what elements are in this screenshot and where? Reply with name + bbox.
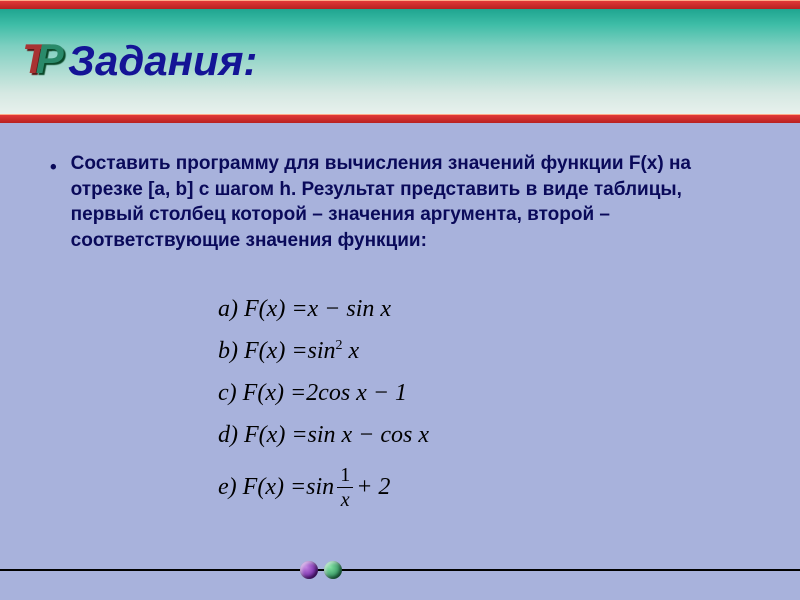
formula-rhs: 2cos x − 1 [306,380,407,407]
sin-arg: x [343,338,360,364]
formula-label: a) [218,296,238,323]
formula-label: d) [218,422,238,449]
logo: ТР [22,35,64,83]
formula-c: c) F(x) = 2cos x − 1 [218,378,760,410]
task-text: Составить программу для вычисления значе… [71,151,760,254]
formula-lhs: F(x) = [243,380,307,407]
formula-rhs: sin2 x [308,338,360,365]
header: ТР Задания: [0,9,800,114]
sin-text: sin [308,338,336,364]
formula-rhs: sin x − cos x [308,422,430,449]
mid-red-band [0,114,800,123]
slide-title: Задания: [0,9,800,85]
bullet-icon: • [50,155,57,254]
exponent: 2 [336,338,343,353]
sin-prefix: sin [306,474,334,501]
formula-label: c) [218,380,237,407]
formula-lhs: F(x) = [244,296,308,323]
bead-green [324,561,342,579]
formula-lhs: F(x) = [244,338,308,365]
fraction: 1 x [337,465,353,510]
formula-label: b) [218,338,238,365]
bead-line [0,569,800,571]
formula-lhs: F(x) = [244,422,308,449]
logo-letter-p: Р [36,35,64,82]
formula-b: b) F(x) = sin2 x [218,336,760,368]
formula-e: e) F(x) = sin 1 x + 2 [218,462,760,514]
fraction-bar [337,487,353,488]
formula-d: d) F(x) = sin x − cos x [218,420,760,452]
bead-purple [300,561,318,579]
content-area: • Составить программу для вычисления зна… [0,123,800,600]
formula-rhs: sin 1 x + 2 [306,465,390,510]
formula-a: a) F(x) = x − sin x [218,294,760,326]
top-red-band [0,0,800,9]
formula-rhs: x − sin x [308,296,392,323]
fraction-den: x [341,490,350,510]
bead-decoration [0,560,800,580]
formula-label: e) [218,474,237,501]
frac-suffix: + 2 [356,474,390,501]
formula-list: a) F(x) = x − sin x b) F(x) = sin2 x c) … [218,294,760,514]
fraction-num: 1 [340,465,350,485]
formula-lhs: F(x) = [243,474,307,501]
task-paragraph: • Составить программу для вычисления зна… [50,151,760,254]
